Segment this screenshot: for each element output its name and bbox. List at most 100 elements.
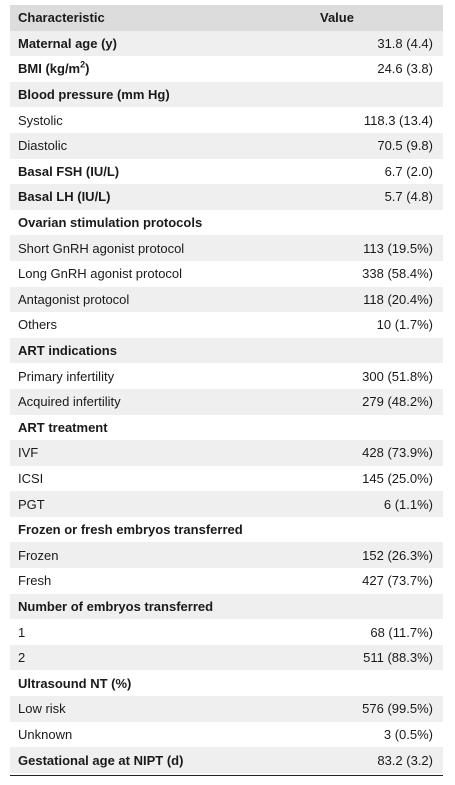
table-row: Basal FSH (IU/L) 6.7 (2.0) bbox=[10, 159, 443, 185]
row-label: Basal FSH (IU/L) bbox=[10, 164, 283, 179]
row-label-text: Primary infertility bbox=[18, 368, 115, 384]
row-label: Unknown bbox=[10, 727, 283, 742]
table-row: PGT 6 (1.1%) bbox=[10, 491, 443, 517]
row-label-text: IVF bbox=[18, 445, 39, 461]
row-label: Ovarian stimulation protocols bbox=[10, 215, 283, 230]
row-label-text: ART treatment bbox=[18, 419, 108, 435]
row-label-text: Diastolic bbox=[18, 138, 68, 154]
row-label: Others bbox=[10, 317, 283, 332]
table-body: Maternal age (y) 31.8 (4.4) BMI (kg/m2) 24.… bbox=[10, 30, 443, 773]
row-label: Frozen or fresh embryos transferred bbox=[10, 522, 283, 537]
header-characteristic: Characteristic bbox=[18, 10, 105, 26]
table-row: Frozen or fresh embryos transferred bbox=[10, 517, 443, 543]
row-label-text: 1 bbox=[18, 624, 26, 640]
row-value: 3 (0.5%) bbox=[383, 726, 433, 742]
table-row: Ultrasound NT (%) bbox=[10, 670, 443, 696]
row-label: Gestational age at NIPT (d) bbox=[10, 753, 283, 768]
row-label-text: Ultrasound NT (%) bbox=[18, 675, 132, 691]
row-value: 83.2 (3.2) bbox=[377, 752, 433, 768]
table-bottom-rule bbox=[10, 774, 443, 776]
row-value: 24.6 (3.8) bbox=[377, 61, 433, 77]
row-value: 31.8 (4.4) bbox=[377, 35, 433, 51]
row-value: 511 (88.3%) bbox=[363, 650, 433, 666]
row-label: ICSI bbox=[10, 471, 283, 486]
table-row: Others 10 (1.7%) bbox=[10, 312, 443, 338]
row-label: Long GnRH agonist protocol bbox=[10, 266, 283, 281]
row-value: 428 (73.9%) bbox=[362, 445, 433, 461]
characteristics-table: Characteristic Value Maternal age (y) 31.… bbox=[10, 5, 443, 776]
row-value: 576 (99.5%) bbox=[362, 701, 433, 717]
row-label: Diastolic bbox=[10, 138, 283, 153]
row-label-text: Maternal age (y) bbox=[18, 35, 117, 51]
row-label-text: PGT bbox=[18, 496, 45, 512]
table-row: Unknown 3 (0.5%) bbox=[10, 722, 443, 748]
row-label-text: Frozen bbox=[18, 547, 59, 563]
row-label: IVF bbox=[10, 445, 283, 460]
row-value: 118 (20.4%) bbox=[363, 291, 433, 307]
row-label-text: Low risk bbox=[18, 701, 66, 717]
row-value: 300 (51.8%) bbox=[362, 368, 433, 384]
row-label: Blood pressure (mm Hg) bbox=[10, 87, 283, 102]
table-row: ICSI 145 (25.0%) bbox=[10, 466, 443, 492]
row-label-text: Unknown bbox=[18, 726, 73, 742]
row-label-text: Basal LH (IU/L) bbox=[18, 189, 111, 205]
row-value: 68 (11.7%) bbox=[370, 624, 433, 640]
row-value: 6.7 (2.0) bbox=[384, 163, 433, 179]
row-label-text: Blood pressure (mm Hg) bbox=[18, 87, 170, 103]
row-label: Acquired infertility bbox=[10, 394, 283, 409]
row-label: Fresh bbox=[10, 573, 283, 588]
row-label: 1 bbox=[10, 625, 283, 640]
table-row: Number of embryos transferred bbox=[10, 593, 443, 620]
table-row: Ovarian stimulation protocols bbox=[10, 210, 443, 236]
table-row: Long GnRH agonist protocol 338 (58.4%) bbox=[10, 261, 443, 287]
row-value: 70.5 (9.8) bbox=[377, 138, 433, 154]
row-label: Ultrasound NT (%) bbox=[10, 676, 283, 691]
row-label-text: Others bbox=[18, 317, 58, 333]
table-row: Acquired infertility 279 (48.2%) bbox=[10, 388, 443, 415]
row-label: Systolic bbox=[10, 113, 283, 128]
row-label-text: Antagonist protocol bbox=[18, 291, 130, 307]
table-row: 1 68 (11.7%) bbox=[10, 619, 443, 645]
row-value: 338 (58.4%) bbox=[362, 266, 433, 282]
table-row: Blood pressure (mm Hg) bbox=[10, 81, 443, 108]
row-label: Basal LH (IU/L) bbox=[10, 189, 283, 204]
row-label-text: Frozen or fresh embryos transferred bbox=[18, 522, 243, 538]
row-label: Low risk bbox=[10, 701, 283, 716]
row-label-text: ICSI bbox=[18, 470, 44, 486]
row-label: Primary infertility bbox=[10, 369, 283, 384]
row-label-suffix: ) bbox=[85, 61, 90, 77]
row-label-text: Number of embryos transferred bbox=[18, 598, 214, 614]
row-label-text: BMI (kg/m bbox=[18, 61, 81, 77]
row-label-text: Ovarian stimulation protocols bbox=[18, 215, 203, 231]
row-value: 427 (73.7%) bbox=[362, 573, 433, 589]
table-row: Basal LH (IU/L) 5.7 (4.8) bbox=[10, 184, 443, 210]
table-row: Gestational age at NIPT (d) 83.2 (3.2) bbox=[10, 747, 443, 773]
row-label: Antagonist protocol bbox=[10, 292, 283, 307]
row-value: 113 (19.5%) bbox=[363, 240, 433, 256]
row-label: ART treatment bbox=[10, 420, 283, 435]
table-row: IVF 428 (73.9%) bbox=[10, 440, 443, 466]
row-value: 6 (1.1%) bbox=[383, 496, 433, 512]
table-row: Antagonist protocol 118 (20.4%) bbox=[10, 286, 443, 313]
table-row: Maternal age (y) 31.8 (4.4) bbox=[10, 30, 443, 57]
row-label-text: ART indications bbox=[18, 343, 117, 359]
row-label-text: 2 bbox=[18, 650, 26, 666]
table-row: ART treatment bbox=[10, 415, 443, 441]
row-label: Frozen bbox=[10, 548, 283, 563]
row-label: BMI (kg/m2) bbox=[10, 61, 283, 77]
row-value: 10 (1.7%) bbox=[376, 317, 433, 333]
row-value: 118.3 (13.4) bbox=[363, 112, 433, 128]
row-label-text: Gestational age at NIPT (d) bbox=[18, 752, 184, 768]
row-label-text: Short GnRH agonist protocol bbox=[18, 240, 185, 256]
table-row: Systolic 118.3 (13.4) bbox=[10, 107, 443, 133]
table-row: Primary infertility 300 (51.8%) bbox=[10, 363, 443, 389]
row-label-text: Systolic bbox=[18, 112, 63, 128]
table-row: Low risk 576 (99.5%) bbox=[10, 696, 443, 722]
row-label: Number of embryos transferred bbox=[10, 599, 283, 614]
row-value: 279 (48.2%) bbox=[362, 394, 433, 410]
row-label-text: Basal FSH (IU/L) bbox=[18, 163, 120, 179]
table-header: Characteristic Value bbox=[10, 5, 443, 31]
table-row: Frozen 152 (26.3%) bbox=[10, 542, 443, 569]
table-row: Fresh 427 (73.7%) bbox=[10, 568, 443, 594]
row-label: Short GnRH agonist protocol bbox=[10, 241, 283, 256]
